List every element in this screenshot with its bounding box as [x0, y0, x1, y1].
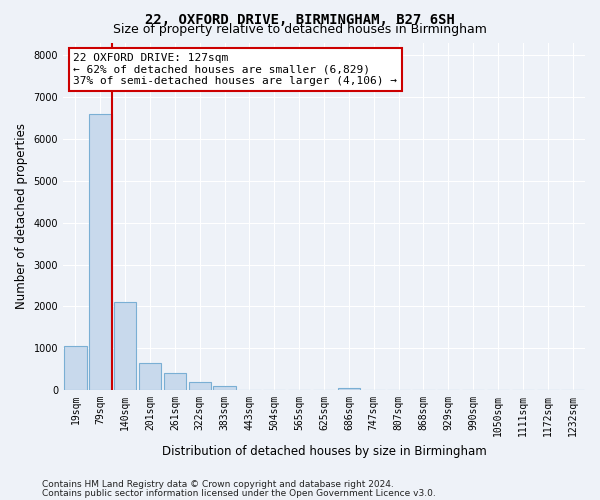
Text: Contains public sector information licensed under the Open Government Licence v3: Contains public sector information licen…: [42, 488, 436, 498]
Text: Size of property relative to detached houses in Birmingham: Size of property relative to detached ho…: [113, 22, 487, 36]
Bar: [64, 346, 86, 390]
Bar: [114, 302, 136, 390]
Bar: [164, 374, 186, 390]
Bar: [338, 388, 360, 390]
Text: Contains HM Land Registry data © Crown copyright and database right 2024.: Contains HM Land Registry data © Crown c…: [42, 480, 394, 489]
Bar: [214, 386, 236, 390]
Y-axis label: Number of detached properties: Number of detached properties: [15, 124, 28, 310]
Text: 22, OXFORD DRIVE, BIRMINGHAM, B27 6SH: 22, OXFORD DRIVE, BIRMINGHAM, B27 6SH: [145, 12, 455, 26]
Bar: [139, 363, 161, 390]
X-axis label: Distribution of detached houses by size in Birmingham: Distribution of detached houses by size …: [161, 444, 487, 458]
Bar: [89, 114, 112, 390]
Bar: [188, 382, 211, 390]
Text: 22 OXFORD DRIVE: 127sqm
← 62% of detached houses are smaller (6,829)
37% of semi: 22 OXFORD DRIVE: 127sqm ← 62% of detache…: [73, 53, 397, 86]
